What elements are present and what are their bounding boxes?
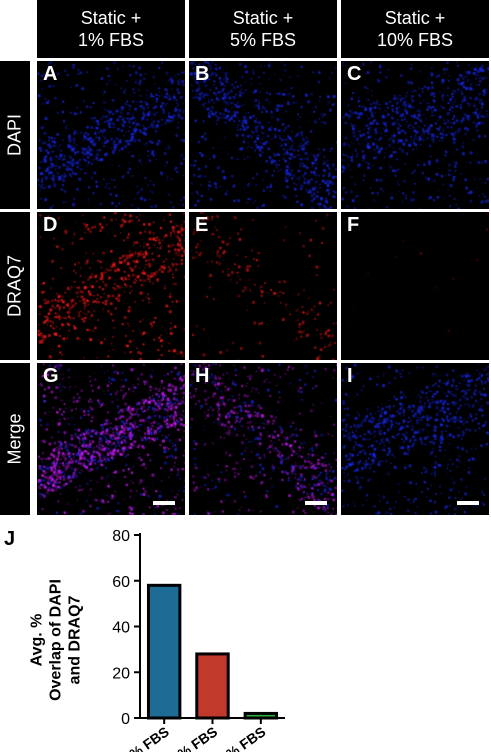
micrograph-panel-b: B: [189, 61, 337, 209]
micrograph-image: [341, 212, 489, 360]
row-header-merge: Merge: [0, 363, 30, 515]
x-tick-label: 5% FBS: [168, 723, 220, 752]
micrograph-image: [189, 363, 337, 515]
micrograph-panel-a: A: [37, 61, 185, 209]
panel-letter: F: [347, 214, 360, 236]
micrograph-panel-c: C: [341, 61, 489, 209]
micrograph-panel-f: F: [341, 212, 489, 360]
panel-letter: B: [195, 63, 210, 85]
chart-y-axis-label-line1: Avg. %: [28, 613, 46, 667]
column-header-5pct: Static + 5% FBS: [189, 0, 337, 58]
panel-letter: D: [43, 214, 58, 236]
y-tick-label: 60: [112, 574, 130, 591]
panel-letter: I: [347, 365, 353, 387]
y-tick-label: 20: [112, 665, 130, 682]
row-header-label: DAPI: [4, 113, 25, 157]
scale-bar: [153, 501, 175, 505]
micrograph-panel-i: I: [341, 363, 489, 515]
chart-y-axis-label: Avg. % Overlap of DAPI and DRAQ7: [28, 579, 85, 701]
micrograph-panel-g: G: [37, 363, 185, 515]
column-header-line2: 10% FBS: [376, 30, 454, 50]
column-header-10pct: Static + 10% FBS: [341, 0, 489, 58]
micrograph-panel-d: D: [37, 212, 185, 360]
micrograph-image: [37, 363, 185, 515]
micrograph-image: [37, 212, 185, 360]
y-tick-label: 40: [112, 620, 130, 637]
y-tick-label: 0: [121, 711, 130, 728]
row-header-label: DRAQ7: [4, 254, 25, 318]
micrograph-image: [37, 61, 185, 209]
panel-letter: G: [43, 365, 59, 387]
column-header-line2: 5% FBS: [229, 30, 297, 50]
micrograph-panel-h: H: [189, 363, 337, 515]
panel-letter: H: [195, 365, 210, 387]
column-header-1pct: Static + 1% FBS: [37, 0, 185, 58]
bar-1: [146, 583, 182, 720]
micrograph-image: [189, 61, 337, 209]
column-header-line1: Static +: [80, 8, 142, 28]
column-header-line1: Static +: [232, 8, 294, 28]
row-header-label: Merge: [4, 413, 25, 465]
micrograph-image: [189, 212, 337, 360]
micrograph-image: [341, 61, 489, 209]
column-header-line1: Static +: [384, 8, 446, 28]
chart-y-axis-label-line3: and DRAQ7: [66, 595, 84, 685]
panel-letter: A: [43, 63, 58, 85]
x-tick-label: 10% FBS: [210, 723, 268, 752]
chart-y-axis-label-line2: Overlap of DAPI: [47, 579, 65, 701]
bar-3: [243, 711, 279, 720]
row-header-dapi: DAPI: [0, 61, 30, 209]
micrograph-image: [341, 363, 489, 515]
column-header-line2: 1% FBS: [77, 30, 145, 50]
bar-2: [195, 652, 230, 720]
row-header-draq7: DRAQ7: [0, 212, 30, 360]
scale-bar: [305, 501, 327, 505]
y-tick-label: 80: [112, 528, 130, 545]
x-tick-label: 1% FBS: [120, 723, 172, 752]
micrograph-panel-e: E: [189, 212, 337, 360]
scale-bar: [457, 501, 479, 505]
chart-letter: J: [4, 528, 16, 550]
panel-letter: C: [347, 63, 362, 85]
panel-letter: E: [195, 214, 209, 236]
